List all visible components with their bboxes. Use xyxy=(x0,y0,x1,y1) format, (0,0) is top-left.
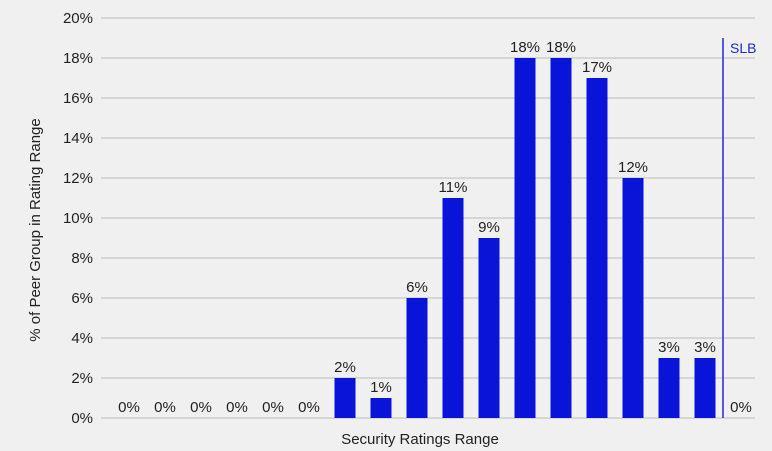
data-label: 3% xyxy=(694,339,716,356)
y-tick-label: 18% xyxy=(63,50,93,67)
y-tick-label: 2% xyxy=(71,370,93,387)
data-label: 0% xyxy=(154,399,176,416)
data-label: 11% xyxy=(439,179,468,196)
bar xyxy=(658,358,680,418)
data-label: 0% xyxy=(730,399,752,416)
bar xyxy=(550,58,572,418)
data-label: 0% xyxy=(118,399,140,416)
data-label: 0% xyxy=(262,399,284,416)
bar xyxy=(622,178,644,418)
gridlines xyxy=(101,17,755,419)
slb-marker: SLB xyxy=(722,38,756,418)
y-tick-label: 6% xyxy=(71,290,93,307)
y-tick-label: 0% xyxy=(71,410,93,427)
data-label: 18% xyxy=(546,39,576,56)
y-axis-title: % of Peer Group in Rating Range xyxy=(27,118,44,341)
y-tick-label: 12% xyxy=(63,170,93,187)
slb-marker-label: SLB xyxy=(730,40,756,56)
y-tick-label: 10% xyxy=(63,210,93,227)
data-label: 18% xyxy=(510,39,540,56)
bar xyxy=(334,378,356,418)
data-label: 9% xyxy=(478,219,500,236)
x-axis-title: Security Ratings Range xyxy=(341,431,499,448)
bars xyxy=(334,58,716,418)
data-label: 0% xyxy=(226,399,248,416)
bar xyxy=(694,358,716,418)
y-axis-ticks: 0% 2% 4% 6% 8% 10% 12% 14% 16% 18% 20% xyxy=(63,10,93,427)
bar xyxy=(514,58,536,418)
data-label: 3% xyxy=(658,339,680,356)
y-tick-label: 8% xyxy=(71,250,93,267)
bar xyxy=(478,238,500,418)
y-tick-label: 14% xyxy=(63,130,93,147)
y-tick-label: 16% xyxy=(63,90,93,107)
data-label: 6% xyxy=(406,279,428,296)
data-labels: 0% 0% 0% 0% 0% 0% 2% 1% 6% 11% 9% 18% 18% 17% 12% 3% 3% 0… xyxy=(118,39,752,416)
bar xyxy=(370,398,392,418)
bar xyxy=(586,78,608,418)
data-label: 2% xyxy=(334,359,356,376)
data-label: 17% xyxy=(582,59,612,76)
data-label: 0% xyxy=(190,399,212,416)
data-label: 12% xyxy=(618,159,648,176)
bar xyxy=(442,198,464,418)
bar xyxy=(406,298,428,418)
y-tick-label: 4% xyxy=(71,330,93,347)
data-label: 1% xyxy=(370,379,392,396)
y-tick-label: 20% xyxy=(63,10,93,27)
data-label: 0% xyxy=(298,399,320,416)
